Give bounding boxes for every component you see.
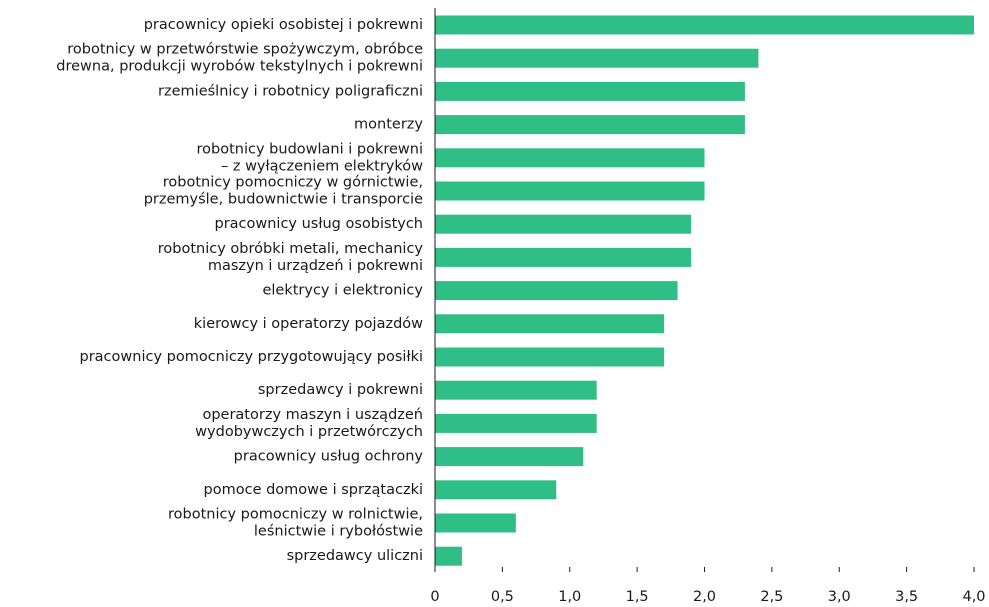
x-tick-label: 3,5 [895, 589, 918, 605]
y-tick-label: monterzy [354, 117, 423, 133]
y-tick-label: pracownicy opieki osobistej i pokrewni [144, 17, 423, 33]
bar [435, 546, 462, 566]
y-tick-label: pracownicy pomocniczy przygotowujący pos… [80, 349, 424, 365]
bar [435, 115, 745, 135]
x-tick-label: 2,0 [693, 589, 716, 605]
bar [435, 48, 759, 68]
bar [435, 281, 678, 301]
x-tick-label: 4,0 [962, 589, 985, 605]
bar [435, 513, 516, 533]
bar [435, 15, 974, 35]
y-tick-label: robotnicy pomocniczy w górnictwie, przemy… [144, 175, 423, 208]
y-tick-label: robotnicy pomocniczy w rolnictwie, leśnic… [168, 507, 423, 540]
y-tick-label: kierowcy i operatorzy pojazdów [194, 316, 423, 332]
x-tick-label: 1,5 [626, 589, 649, 605]
x-tick-label: 0 [430, 589, 439, 605]
bar [435, 81, 745, 101]
y-tick-label: robotnicy budowlani i pokrewni – z wyłącz… [197, 141, 424, 174]
x-tick-label: 2,5 [760, 589, 783, 605]
y-tick-label: pracownicy usług ochrony [234, 449, 424, 465]
y-tick-label: pracownicy usług osobistych [214, 216, 423, 232]
y-tick-label: robotnicy obróbki metali, mechanicy maszy… [158, 241, 424, 274]
x-tick-label: 1,0 [558, 589, 581, 605]
bar [435, 380, 597, 400]
y-tick-label: rzemieślnicy i robotnicy poligraficzni [158, 83, 423, 99]
y-tick-label: elektrycy i elektronicy [262, 283, 423, 299]
bar [435, 480, 557, 500]
bar [435, 247, 692, 267]
y-tick-label: sprzedawcy i pokrewni [258, 382, 423, 398]
bar [435, 314, 665, 334]
bar [435, 447, 584, 467]
bar [435, 181, 705, 201]
bar [435, 148, 705, 168]
x-tick-label: 0,5 [491, 589, 514, 605]
y-tick-label: operatorzy maszyn i usządzeń wydobywczych… [195, 407, 423, 440]
bar [435, 413, 597, 433]
x-tick-label: 3,0 [828, 589, 851, 605]
bar [435, 347, 665, 367]
bar [435, 214, 692, 234]
y-tick-label: sprzedawcy uliczni [287, 548, 423, 564]
y-tick-label: pomoce domowe i sprzątaczki [204, 482, 423, 498]
y-tick-label: robotnicy w przetwórstwie spożywczym, ob… [56, 42, 423, 75]
